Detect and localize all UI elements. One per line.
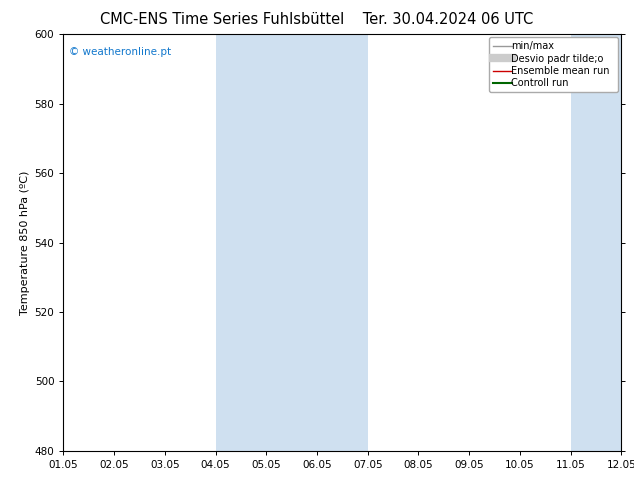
- Bar: [216, 34, 368, 451]
- Legend: min/max, Desvio padr tilde;o, Ensemble mean run, Controll run: min/max, Desvio padr tilde;o, Ensemble m…: [489, 37, 618, 92]
- Y-axis label: Temperature 850 hPa (ºC): Temperature 850 hPa (ºC): [20, 171, 30, 315]
- Text: CMC-ENS Time Series Fuhlsbüttel    Ter. 30.04.2024 06 UTC: CMC-ENS Time Series Fuhlsbüttel Ter. 30.…: [100, 12, 534, 27]
- Text: © weatheronline.pt: © weatheronline.pt: [69, 47, 171, 57]
- Bar: [571, 34, 634, 451]
